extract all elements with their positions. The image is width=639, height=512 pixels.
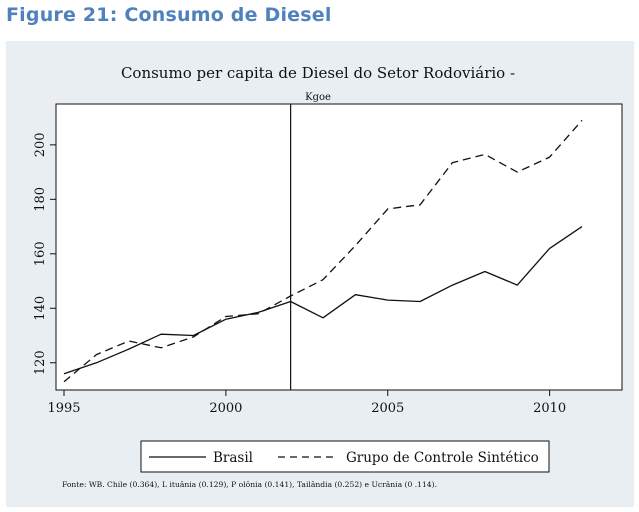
chart-panel: Consumo per capita de Diesel do Setor Ro… — [6, 41, 634, 507]
x-tick-label: 2010 — [533, 401, 566, 416]
axes: 1995 2000 2005 2010 120 140 160 180 200 — [33, 132, 566, 416]
chart-subtitle: Kgoe — [305, 92, 331, 103]
x-tick-label: 2005 — [371, 401, 404, 416]
y-tick-label: 120 — [33, 350, 48, 375]
y-tick-label: 180 — [33, 187, 48, 212]
y-tick-label: 200 — [33, 132, 48, 157]
series-lines — [63, 104, 583, 390]
x-tick-label: 2000 — [209, 401, 242, 416]
legend-label-synthetic: Grupo de Controle Sintético — [346, 450, 539, 466]
series-line-synthetic-control — [63, 119, 583, 383]
legend-label-brasil: Brasil — [213, 450, 253, 466]
y-tick-label: 140 — [33, 296, 48, 321]
y-tick-label: 160 — [33, 241, 48, 266]
x-tick-label: 1995 — [47, 401, 80, 416]
chart-svg: Consumo per capita de Diesel do Setor Ro… — [33, 64, 623, 489]
chart-title: Consumo per capita de Diesel do Setor Ro… — [121, 64, 515, 82]
legend-box — [140, 440, 550, 473]
series-line-brasil — [63, 226, 583, 375]
plot-area — [55, 103, 623, 391]
source-note: Fonte: WB. Chile (0.364), L ituânia (0.1… — [62, 480, 437, 489]
figure-heading: Figure 21: Consumo de Diesel — [6, 4, 332, 26]
